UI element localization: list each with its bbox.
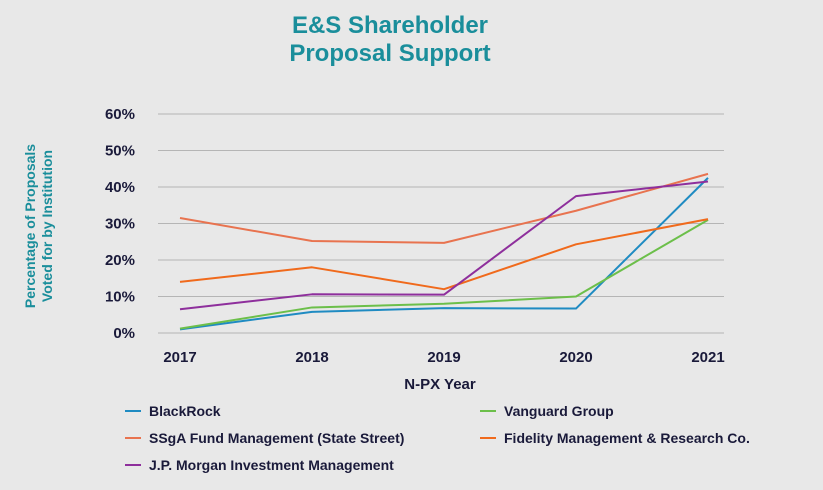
- legend-item: SSgA Fund Management (State Street): [125, 429, 480, 447]
- y-tick-label: 20%: [105, 252, 135, 269]
- chart-title-line-1: E&S Shareholder: [291, 12, 489, 39]
- legend-label: BlackRock: [149, 403, 221, 419]
- series-line: [179, 172, 709, 244]
- y-axis-label-line-2: Voted for by Institution: [39, 150, 55, 302]
- x-axis-label: N-PX Year: [404, 376, 476, 393]
- x-tick-label: 2017: [163, 349, 196, 366]
- y-tick-label: 0%: [113, 325, 135, 342]
- series-line: [179, 180, 709, 311]
- x-tick-label: 2021: [691, 349, 724, 366]
- y-tick-label: 60%: [105, 106, 135, 123]
- y-axis-ticks: 0% 10% 20% 30% 40% 50% 60%: [105, 106, 135, 342]
- legend-swatch: [480, 437, 496, 439]
- grid-lines: [158, 113, 724, 334]
- series-line: [179, 218, 709, 330]
- chart-legend: BlackRock Vanguard Group SSgA Fund Managem…: [125, 402, 805, 474]
- x-tick-label: 2018: [295, 349, 328, 366]
- x-tick-label: 2019: [427, 349, 460, 366]
- y-tick-label: 10%: [105, 289, 135, 306]
- legend-item: Vanguard Group: [480, 402, 805, 420]
- x-tick-label: 2020: [559, 349, 592, 366]
- y-tick-label: 40%: [105, 179, 135, 196]
- legend-label: Vanguard Group: [504, 403, 614, 419]
- legend-item: Fidelity Management & Research Co.: [480, 429, 805, 447]
- series-lines: [179, 172, 709, 331]
- legend-swatch: [480, 410, 496, 412]
- legend-label: Fidelity Management & Research Co.: [504, 430, 750, 446]
- x-axis-ticks: 2017 2018 2019 2020 2021: [163, 349, 724, 366]
- legend-swatch: [125, 464, 141, 466]
- series-line: [179, 177, 709, 331]
- series-line: [179, 218, 709, 291]
- legend-item: BlackRock: [125, 402, 480, 420]
- y-tick-label: 50%: [105, 143, 135, 160]
- legend-item: J.P. Morgan Investment Management: [125, 456, 480, 474]
- legend-label: SSgA Fund Management (State Street): [149, 430, 405, 446]
- y-tick-label: 30%: [105, 216, 135, 233]
- legend-label: J.P. Morgan Investment Management: [149, 457, 394, 473]
- chart-title-line-2: Proposal Support: [289, 40, 491, 67]
- legend-swatch: [125, 410, 141, 412]
- line-chart-plot: 0% 10% 20% 30% 40% 50% 60% 2017 2018 2019 2020 202…: [22, 106, 725, 393]
- legend-swatch: [125, 437, 141, 439]
- y-axis-label-line-1: Percentage of Proposals: [22, 144, 38, 308]
